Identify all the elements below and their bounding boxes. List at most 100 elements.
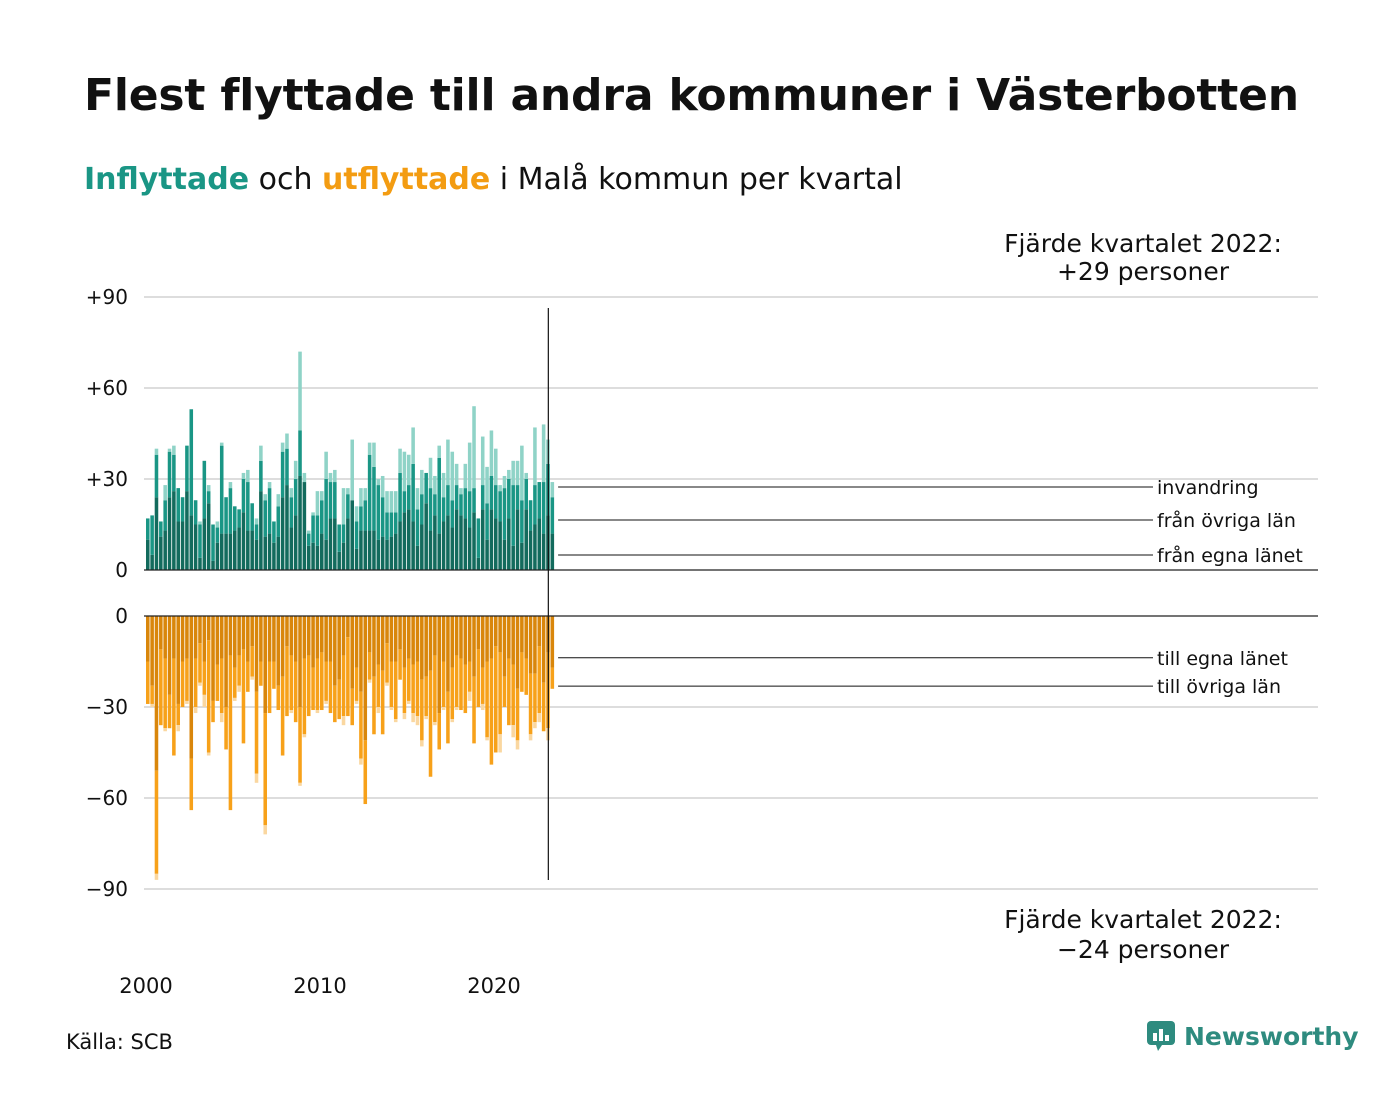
legend-label: från egna länet bbox=[1157, 544, 1303, 567]
inflow-bar-segment bbox=[354, 506, 359, 522]
outflow-bar-segment bbox=[480, 667, 485, 704]
outflow-bar-segment bbox=[376, 664, 381, 707]
inflow-bar-segment bbox=[459, 488, 463, 495]
inflow-bar-segment bbox=[328, 472, 333, 483]
inflow-bar-segment bbox=[467, 491, 472, 528]
inflow-bar-segment bbox=[424, 472, 428, 504]
inflow-bar-segment bbox=[298, 475, 302, 570]
inflow-bar-segment bbox=[485, 539, 489, 570]
inflow-bar-segment bbox=[393, 512, 398, 534]
outflow-bar-segment bbox=[424, 716, 428, 720]
outflow-bar-segment bbox=[472, 616, 476, 677]
outflow-bar-segment bbox=[354, 700, 359, 704]
inflow-bar-segment bbox=[237, 509, 241, 528]
outflow-bar-segment bbox=[180, 616, 185, 662]
outflow-bar-segment bbox=[315, 616, 320, 659]
outflow-bar-segment bbox=[337, 679, 341, 720]
inflow-bar-segment bbox=[393, 491, 398, 513]
outflow-bar-segment bbox=[402, 713, 407, 720]
inflow-bar-segment bbox=[354, 521, 359, 549]
inflow-bar-segment bbox=[393, 533, 398, 570]
inflow-bar-segment bbox=[180, 521, 185, 570]
inflow-bar-segment bbox=[507, 469, 511, 480]
annotation-top-line1: Fjärde kvartalet 2022: bbox=[1004, 229, 1282, 258]
inflow-bar-segment bbox=[154, 454, 159, 498]
inflow-bar-segment bbox=[528, 500, 533, 531]
inflow-bar-segment bbox=[233, 530, 237, 570]
outflow-bar-segment bbox=[172, 616, 176, 659]
outflow-bar-segment bbox=[441, 661, 446, 707]
outflow-bar-segment bbox=[237, 655, 241, 686]
inflow-bar-segment bbox=[293, 460, 298, 480]
inflow-bar-segment bbox=[446, 515, 450, 570]
outflow-bar-segment bbox=[219, 713, 224, 723]
inflow-bar-segment bbox=[172, 454, 176, 492]
outflow-bar-segment bbox=[263, 616, 267, 714]
inflow-bar-segment bbox=[454, 509, 459, 570]
inflow-bar-segment bbox=[280, 497, 285, 570]
outflow-bar-segment bbox=[359, 616, 363, 692]
inflow-bar-segment bbox=[524, 479, 528, 510]
outflow-bar-segment bbox=[180, 661, 185, 707]
inflow-bar-segment bbox=[202, 460, 207, 519]
subtitle-inflow: Inflyttade bbox=[84, 162, 250, 197]
outflow-bar-segment bbox=[241, 649, 246, 744]
outflow-bar-segment bbox=[267, 616, 272, 662]
inflow-bar-segment bbox=[515, 509, 520, 570]
outflow-bar-segment bbox=[202, 661, 207, 695]
outflow-bar-segment bbox=[167, 694, 172, 729]
inflow-bar-segment bbox=[385, 512, 389, 540]
outflow-bar-segment bbox=[420, 616, 424, 680]
inflow-bar-segment bbox=[185, 491, 189, 570]
outflow-bar-segment bbox=[224, 706, 228, 750]
inflow-bar-segment bbox=[463, 518, 468, 570]
outflow-bar-segment bbox=[520, 652, 524, 692]
inflow-bar-segment bbox=[333, 518, 337, 570]
inflow-bar-segment bbox=[537, 482, 542, 519]
inflow-bar-segment bbox=[402, 512, 407, 570]
outflow-bar-segment bbox=[407, 700, 411, 704]
inflow-bar-segment bbox=[433, 475, 437, 495]
outflow-bar-segment bbox=[433, 655, 437, 723]
inflow-bar-segment bbox=[219, 445, 224, 534]
outflow-bar-segment bbox=[541, 682, 546, 732]
outflow-bar-segment bbox=[359, 691, 363, 759]
outflow-bar-segment bbox=[189, 758, 194, 811]
inflow-bar-segment bbox=[315, 491, 320, 516]
outflow-bar-segment bbox=[511, 616, 515, 665]
inflow-bar-segment bbox=[206, 485, 211, 492]
inflow-bar-segment bbox=[320, 500, 324, 534]
inflow-bar-segment bbox=[219, 442, 224, 446]
outflow-bar-segment bbox=[511, 664, 515, 726]
outflow-bar-segment bbox=[219, 616, 224, 659]
outflow-bar-segment bbox=[359, 758, 363, 765]
outflow-bar-segment bbox=[215, 616, 220, 665]
outflow-bar-segment bbox=[480, 616, 485, 668]
inflow-bar-segment bbox=[441, 521, 446, 570]
inflow-bar-segment bbox=[454, 463, 459, 486]
inflow-bar-segment bbox=[467, 527, 472, 570]
outflow-bar-segment bbox=[507, 658, 511, 726]
inflow-bar-segment bbox=[363, 530, 368, 570]
inflow-bar-segment bbox=[446, 439, 450, 486]
outflow-bar-segment bbox=[380, 616, 385, 671]
x-tick-label: 2020 bbox=[467, 974, 520, 998]
inflow-bar-segment bbox=[211, 524, 215, 561]
outflow-bar-segment bbox=[385, 682, 389, 686]
outflow-bar-segment bbox=[533, 722, 537, 729]
inflow-bar-segment bbox=[524, 472, 528, 480]
inflow-bar-segment bbox=[272, 521, 276, 543]
outflow-bar-segment bbox=[437, 713, 441, 750]
inflow-bar-segment bbox=[533, 427, 537, 486]
outflow-bar-segment bbox=[328, 616, 333, 662]
outflow-bar-segment bbox=[263, 713, 267, 826]
outflow-bar-segment bbox=[233, 616, 237, 668]
inflow-bar-segment bbox=[494, 448, 498, 486]
outflow-bar-segment bbox=[346, 616, 350, 638]
inflow-bar-segment bbox=[246, 469, 250, 483]
outflow-bar-segment bbox=[298, 616, 302, 707]
outflow-bar-segment bbox=[237, 685, 241, 692]
outflow-bar-segment bbox=[254, 616, 259, 692]
outflow-bar-segment bbox=[276, 616, 281, 686]
outflow-bar-segment bbox=[320, 616, 324, 653]
